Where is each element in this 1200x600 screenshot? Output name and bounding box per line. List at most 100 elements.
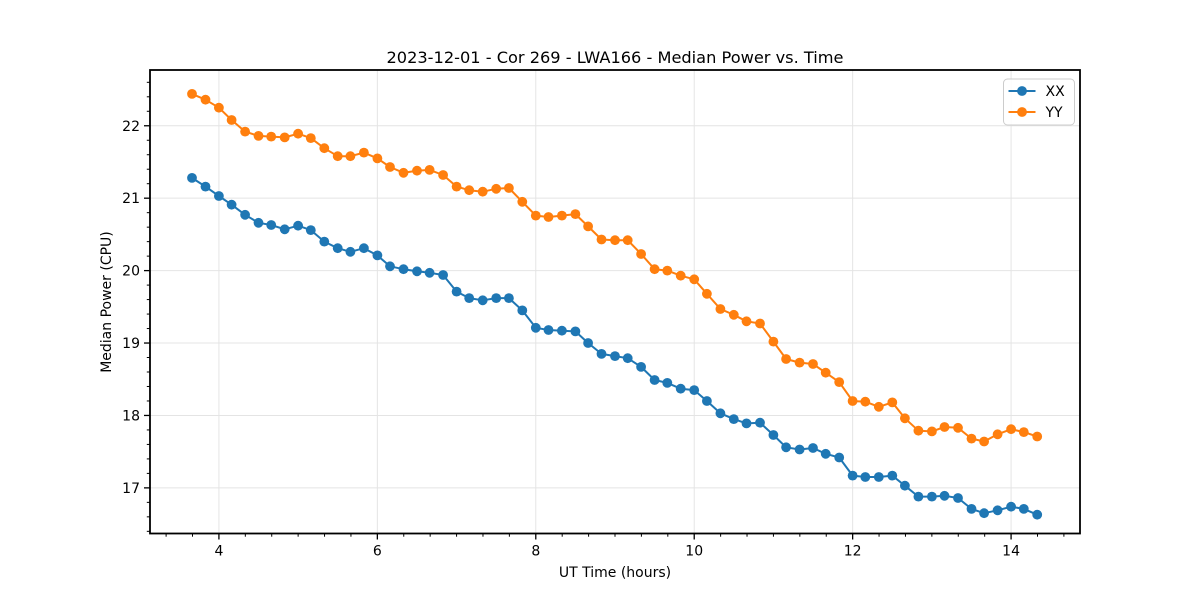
series-yy-marker bbox=[372, 153, 383, 164]
series-xx-marker bbox=[728, 414, 739, 424]
series-xx-marker bbox=[570, 326, 581, 337]
series-yy-line bbox=[191, 92, 1038, 443]
series-yy-marker bbox=[530, 210, 541, 221]
series-xx-marker bbox=[702, 396, 712, 406]
series-yy-marker bbox=[385, 162, 395, 172]
series-xx-marker bbox=[610, 351, 620, 361]
series-yy-marker bbox=[240, 126, 251, 137]
series-yy-marker bbox=[424, 165, 435, 175]
series-yy-marker bbox=[847, 396, 858, 406]
series-yy-marker bbox=[900, 413, 910, 424]
y-tick-label: 19 bbox=[122, 336, 140, 352]
series-yy-marker bbox=[675, 270, 686, 281]
series-xx-marker bbox=[768, 430, 779, 440]
legend: XX YY bbox=[1003, 78, 1075, 126]
series-yy-marker bbox=[1006, 424, 1016, 435]
series-xx-marker bbox=[385, 261, 395, 272]
y-tick-label: 17 bbox=[122, 481, 140, 497]
series-yy-marker bbox=[583, 221, 593, 232]
series-yy-marker bbox=[622, 235, 633, 246]
series-yy-marker bbox=[253, 131, 264, 141]
series-yy-marker bbox=[412, 165, 422, 176]
y-tick-label: 20 bbox=[122, 264, 140, 280]
legend-label: XX bbox=[1046, 84, 1066, 100]
series-xx-marker bbox=[412, 266, 422, 277]
series-yy-marker bbox=[293, 128, 303, 139]
series-xx-marker bbox=[808, 443, 818, 453]
series-yy-marker bbox=[332, 151, 343, 162]
series-xx-marker bbox=[359, 243, 369, 254]
series-xx-marker bbox=[939, 490, 950, 501]
legend-sample-marker bbox=[1017, 86, 1027, 96]
series-xx-marker bbox=[622, 353, 633, 364]
plot-generated-content: 4 6 8 10 12 14 17 18 19 20 21 22 XX YY bbox=[122, 69, 1081, 560]
series-xx-marker bbox=[689, 385, 700, 395]
series-xx-marker bbox=[451, 286, 462, 297]
series-xx-marker bbox=[953, 493, 963, 503]
series-yy-marker bbox=[557, 210, 567, 221]
series-xx-marker bbox=[398, 264, 409, 275]
series-xx-marker bbox=[1006, 501, 1016, 512]
series-yy-marker bbox=[279, 132, 290, 143]
series-xx-marker bbox=[543, 325, 554, 335]
series-xx-marker bbox=[279, 224, 290, 235]
series-yy-marker bbox=[781, 354, 791, 364]
series-yy-marker bbox=[305, 133, 316, 144]
series-xx-marker bbox=[491, 293, 502, 303]
series-xx-marker bbox=[1018, 504, 1029, 514]
series-xx-marker bbox=[187, 173, 197, 183]
series-xx-marker bbox=[583, 338, 593, 348]
series-yy-marker bbox=[966, 433, 977, 444]
series-yy-marker bbox=[200, 94, 211, 105]
x-tick-label: 8 bbox=[531, 544, 540, 560]
series-xx-marker bbox=[253, 217, 264, 228]
series-xx-marker bbox=[464, 293, 475, 303]
series-xx-marker bbox=[834, 452, 845, 463]
y-tick-label: 22 bbox=[122, 119, 140, 135]
series-yy-marker bbox=[491, 183, 502, 194]
plot-border bbox=[149, 69, 1081, 535]
series-yy-marker bbox=[808, 359, 818, 369]
series-yy-marker bbox=[359, 147, 369, 158]
series-yy-marker bbox=[451, 181, 462, 192]
series-xx-marker bbox=[873, 472, 884, 482]
series-xx-marker bbox=[266, 220, 277, 230]
series-xx-marker bbox=[755, 417, 765, 428]
x-tick-label: 14 bbox=[1002, 544, 1020, 560]
series-xx-marker bbox=[887, 470, 898, 481]
series-xx-marker bbox=[675, 383, 686, 394]
series-xx-marker bbox=[319, 236, 330, 247]
series-yy-marker bbox=[860, 396, 871, 407]
x-tick-label: 4 bbox=[214, 544, 223, 560]
series-yy-marker bbox=[913, 425, 924, 436]
series-yy-marker bbox=[755, 318, 765, 329]
series-xx-marker bbox=[715, 408, 726, 419]
series-xx-marker bbox=[517, 305, 528, 316]
series-xx-marker bbox=[530, 322, 541, 333]
series-yy-marker bbox=[517, 196, 528, 207]
y-tick-label: 18 bbox=[122, 408, 140, 424]
series-yy-marker bbox=[927, 426, 937, 437]
series-yy-marker bbox=[345, 151, 356, 162]
series-yy-marker bbox=[794, 357, 805, 368]
series-yy-marker bbox=[834, 377, 845, 387]
series-xx-marker bbox=[293, 220, 303, 231]
x-axis-label: UT Time (hours) bbox=[559, 565, 671, 581]
series-xx-marker bbox=[226, 199, 237, 210]
series-xx-marker bbox=[200, 181, 211, 192]
series-xx-marker bbox=[1032, 509, 1043, 520]
series-yy-marker bbox=[570, 209, 581, 220]
series-xx-marker bbox=[477, 295, 488, 306]
series-yy-marker bbox=[438, 170, 448, 180]
legend-label: YY bbox=[1045, 105, 1064, 121]
series-yy-marker bbox=[504, 183, 514, 193]
series-yy-marker bbox=[939, 422, 950, 432]
legend-item-yy: YY bbox=[1008, 105, 1064, 121]
series-yy-marker bbox=[543, 212, 554, 222]
series-yy-marker bbox=[610, 235, 620, 246]
series-yy-marker bbox=[873, 401, 884, 412]
series-yy-marker bbox=[398, 167, 409, 178]
series-yy-marker bbox=[649, 264, 660, 275]
